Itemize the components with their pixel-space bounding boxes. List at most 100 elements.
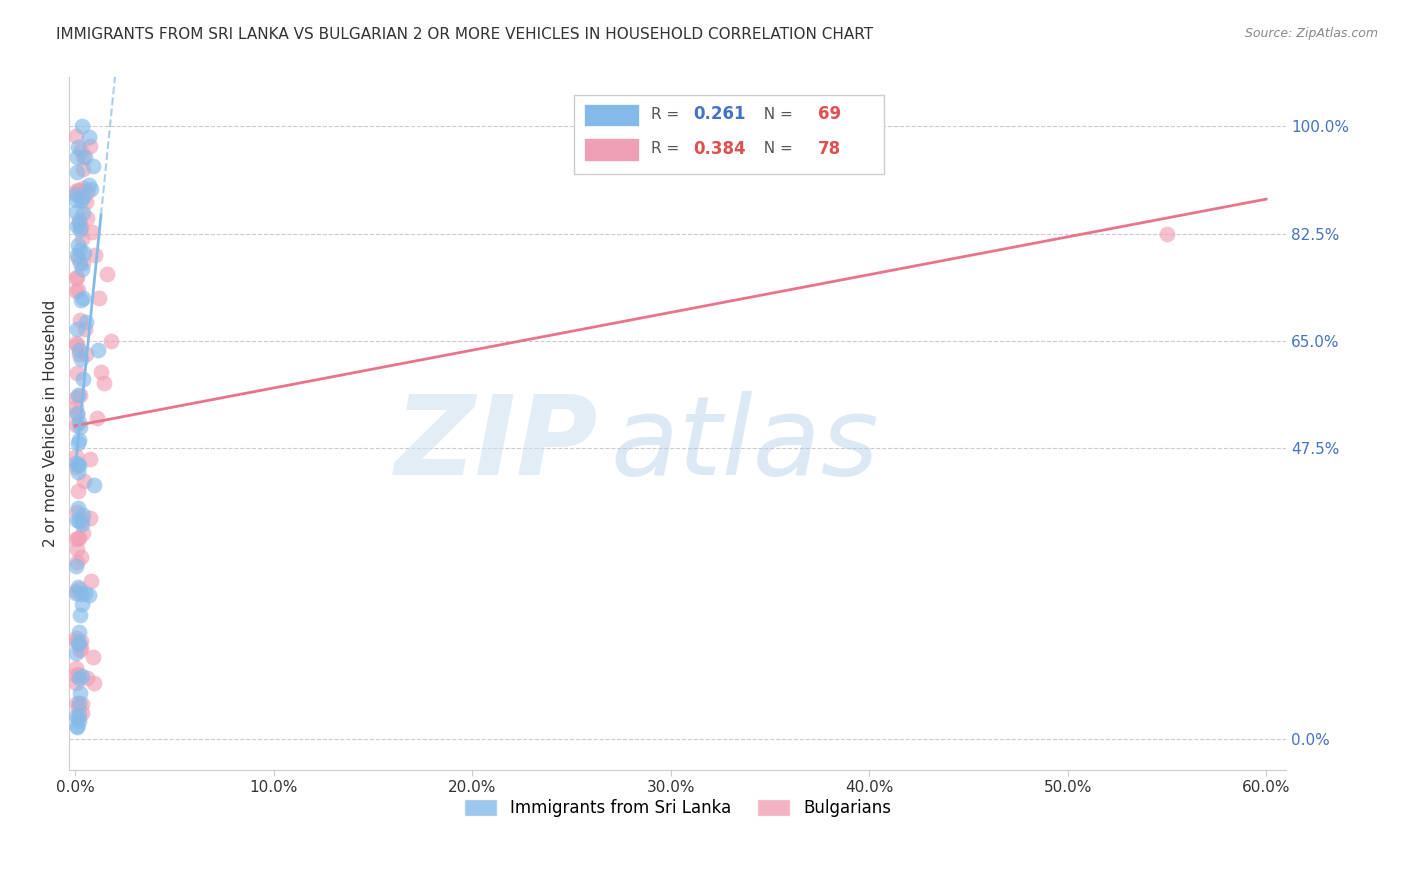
Text: R =: R =	[651, 141, 683, 156]
Point	[70, 193, 93, 207]
Point	[65, 270, 87, 285]
Point	[65, 532, 87, 546]
Point	[65, 449, 87, 463]
Point	[69, 243, 91, 257]
Point	[69, 312, 91, 326]
Point	[82, 159, 104, 173]
Point	[67, 346, 90, 360]
Point	[67, 696, 90, 710]
Point	[65, 505, 87, 519]
Point	[65, 322, 87, 336]
Point	[100, 334, 122, 348]
Point	[82, 649, 104, 664]
Point	[66, 150, 89, 164]
Point	[67, 582, 90, 596]
Point	[65, 400, 87, 414]
Point	[70, 669, 93, 683]
Point	[73, 586, 96, 600]
Point	[67, 671, 90, 685]
Point	[67, 465, 90, 479]
Point	[66, 513, 89, 527]
Point	[67, 667, 90, 681]
Point	[66, 436, 89, 450]
Point	[67, 707, 90, 722]
Point	[72, 161, 94, 176]
Point	[66, 283, 89, 297]
Point	[69, 293, 91, 308]
Point	[70, 262, 93, 277]
Point	[66, 696, 89, 710]
Text: IMMIGRANTS FROM SRI LANKA VS BULGARIAN 2 OR MORE VEHICLES IN HOUSEHOLD CORRELATI: IMMIGRANTS FROM SRI LANKA VS BULGARIAN 2…	[56, 27, 873, 42]
Point	[67, 636, 90, 650]
Point	[67, 624, 90, 639]
Point	[65, 417, 87, 432]
Point	[66, 184, 89, 198]
Point	[75, 150, 97, 164]
Point	[65, 661, 87, 675]
Point	[72, 525, 94, 540]
Point	[76, 211, 98, 226]
Point	[75, 195, 97, 210]
Point	[67, 216, 90, 230]
Point	[72, 206, 94, 220]
Point	[67, 238, 90, 252]
Point	[75, 322, 97, 336]
Text: R =: R =	[651, 107, 683, 121]
Point	[75, 314, 97, 328]
Point	[67, 483, 90, 498]
Point	[65, 459, 87, 474]
FancyBboxPatch shape	[583, 103, 638, 126]
Point	[65, 336, 87, 351]
Point	[72, 189, 94, 203]
Point	[73, 245, 96, 260]
Text: N =: N =	[754, 141, 797, 156]
Point	[66, 251, 89, 265]
Point	[79, 178, 101, 192]
Point	[70, 706, 93, 720]
Text: atlas: atlas	[610, 391, 879, 498]
Point	[83, 478, 105, 492]
Point	[72, 181, 94, 195]
Text: 69: 69	[817, 105, 841, 123]
Point	[65, 632, 87, 646]
Point	[69, 256, 91, 270]
Point	[80, 574, 103, 588]
Point	[72, 120, 94, 134]
Point	[67, 580, 90, 594]
Point	[66, 555, 89, 569]
Point	[69, 223, 91, 237]
Y-axis label: 2 or more Vehicles in Household: 2 or more Vehicles in Household	[44, 300, 58, 548]
Point	[69, 643, 91, 657]
Point	[66, 458, 89, 472]
Text: 78: 78	[817, 140, 841, 158]
Point	[69, 143, 91, 157]
Point	[69, 388, 91, 402]
Point	[69, 586, 91, 600]
Point	[65, 668, 87, 682]
Point	[72, 508, 94, 522]
Point	[65, 647, 87, 661]
Point	[65, 406, 87, 420]
Point	[65, 391, 87, 405]
Point	[73, 474, 96, 488]
Point	[69, 549, 91, 564]
Text: 0.261: 0.261	[693, 105, 747, 123]
Point	[69, 420, 91, 434]
Point	[65, 585, 87, 599]
Point	[69, 685, 91, 699]
Point	[80, 181, 103, 195]
Text: Source: ZipAtlas.com: Source: ZipAtlas.com	[1244, 27, 1378, 40]
Point	[79, 451, 101, 466]
Text: 0.384: 0.384	[693, 140, 747, 158]
FancyBboxPatch shape	[574, 95, 884, 175]
Point	[66, 337, 89, 351]
Point	[79, 511, 101, 525]
Point	[75, 347, 97, 361]
Point	[65, 676, 87, 690]
Point	[72, 372, 94, 386]
Point	[67, 711, 90, 725]
Text: ZIP: ZIP	[395, 391, 599, 498]
Point	[86, 411, 108, 425]
Point	[66, 500, 89, 515]
Point	[65, 584, 87, 599]
